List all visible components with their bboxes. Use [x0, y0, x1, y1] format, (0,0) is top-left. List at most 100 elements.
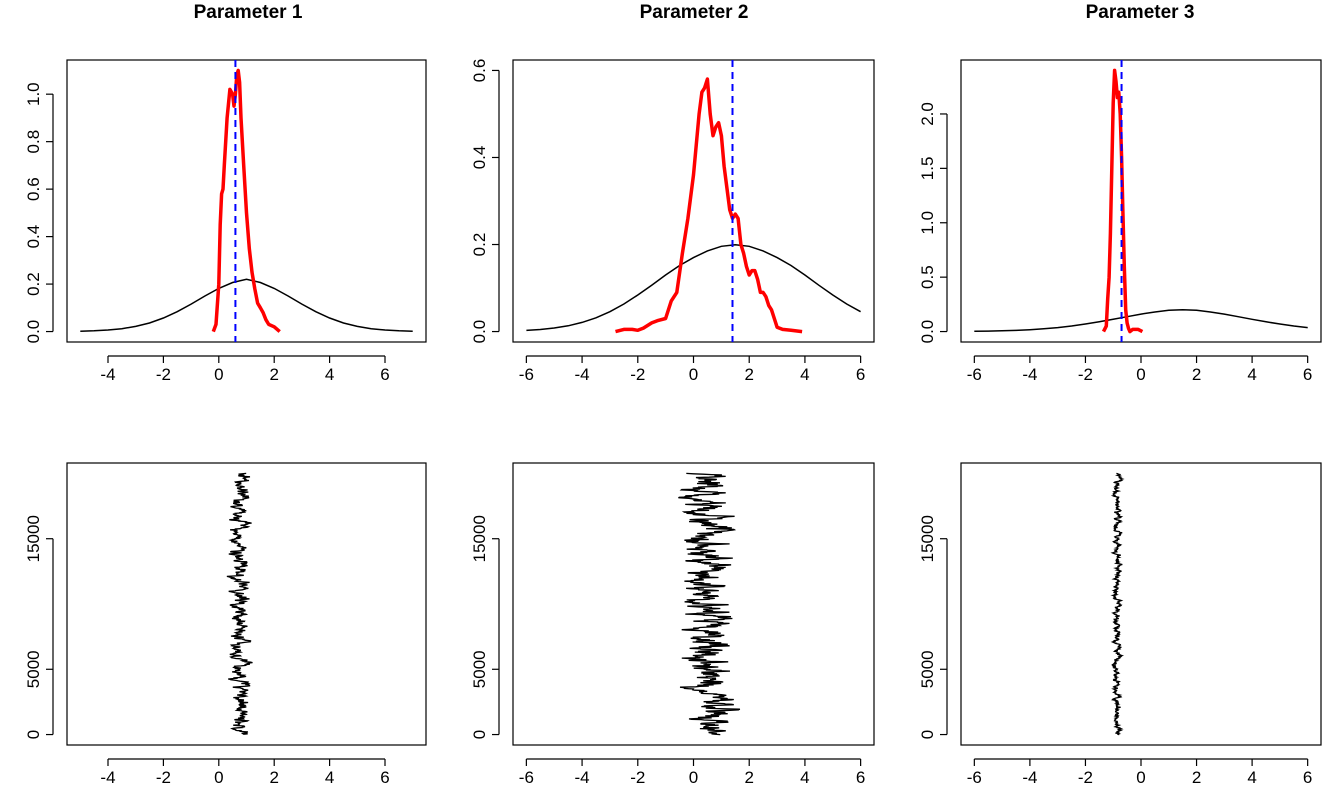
prior-density-line [526, 243, 861, 332]
posterior-density-line [1101, 68, 1144, 334]
x-tick-label: 6 [380, 768, 389, 787]
y-tick-label: 1.5 [918, 157, 937, 181]
x-tick-label: -2 [630, 365, 645, 384]
x-tick-label: 2 [1192, 768, 1201, 787]
x-axis: -6 -4 -2 0 2 4 6 [519, 758, 865, 787]
y-tick-label: 0.4 [470, 146, 489, 170]
x-tick-label: -4 [575, 768, 590, 787]
plot-marks [226, 472, 253, 735]
x-tick-label: 2 [269, 768, 278, 787]
panel-parameter-3-trace: -6 -4 -2 0 2 4 6 0 5000 15000 [918, 462, 1322, 787]
x-tick-label: 0 [214, 365, 223, 384]
y-tick-label: 15000 [24, 515, 43, 562]
posterior-density-line [615, 77, 803, 334]
x-tick-label: 2 [744, 768, 753, 787]
plot-marks [1110, 472, 1125, 736]
prior-density-line [80, 278, 413, 332]
y-axis: 0 5000 15000 [470, 515, 500, 739]
x-tick-label: 6 [1303, 768, 1312, 787]
x-tick-label: -4 [100, 365, 115, 384]
chart-title: Parameter 2 [640, 2, 749, 23]
x-tick-label: 6 [856, 365, 865, 384]
y-axis: 0 5000 15000 [918, 515, 948, 739]
x-tick-label: 4 [800, 768, 809, 787]
x-tick-label: -2 [156, 768, 171, 787]
y-tick-label: 0.0 [470, 320, 489, 344]
y-tick-label: 15000 [918, 515, 937, 562]
panel-parameter-1-density: Parameter 1 -4 -2 0 2 4 6 0.0 0.2 0.4 0.6 0.8 1.0 [24, 2, 427, 384]
x-tick-label: 2 [744, 365, 753, 384]
plot-frame [512, 462, 875, 746]
panel-parameter-2-trace: -6 -4 -2 0 2 4 6 0 5000 15000 [470, 462, 875, 787]
y-axis: 0.0 0.2 0.4 0.6 [470, 59, 500, 344]
x-tick-label: 4 [325, 365, 334, 384]
y-tick-label: 0 [470, 730, 489, 739]
x-tick-label: 0 [214, 768, 223, 787]
y-axis: 0 5000 15000 [24, 515, 54, 739]
y-tick-label: 5000 [24, 650, 43, 688]
plot-marks [526, 60, 861, 342]
x-tick-label: -2 [630, 768, 645, 787]
x-axis: -4 -2 0 2 4 6 [100, 355, 390, 384]
x-tick-label: -4 [1022, 365, 1037, 384]
x-tick-label: -4 [100, 768, 115, 787]
y-tick-label: 0.2 [470, 233, 489, 257]
x-tick-label: 4 [800, 365, 809, 384]
x-tick-label: -2 [156, 365, 171, 384]
x-tick-label: -2 [1078, 768, 1093, 787]
x-tick-label: -6 [519, 365, 534, 384]
plot-frame [66, 462, 427, 746]
x-tick-label: 2 [269, 365, 278, 384]
y-tick-label: 0.6 [24, 177, 43, 201]
y-tick-label: 15000 [470, 515, 489, 562]
x-tick-label: 0 [1136, 365, 1145, 384]
x-tick-label: 0 [689, 365, 698, 384]
x-tick-label: 6 [380, 365, 389, 384]
x-tick-label: 4 [325, 768, 334, 787]
chart-title: Parameter 3 [1086, 2, 1195, 23]
y-tick-label: 0.5 [918, 265, 937, 289]
x-tick-label: -6 [967, 365, 982, 384]
y-tick-label: 1.0 [24, 82, 43, 106]
x-axis: -6 -4 -2 0 2 4 6 [519, 355, 865, 384]
posterior-density-line [211, 68, 281, 333]
y-tick-label: 5000 [470, 650, 489, 688]
y-tick-label: 2.0 [918, 102, 937, 126]
y-tick-label: 0.4 [24, 225, 43, 249]
y-tick-label: 0 [24, 730, 43, 739]
trace-line [678, 472, 741, 736]
y-tick-label: 5000 [918, 650, 937, 688]
trace-line [226, 472, 253, 735]
x-tick-label: 2 [1192, 365, 1201, 384]
y-tick-label: 0.8 [24, 130, 43, 154]
y-tick-label: 0.0 [918, 320, 937, 344]
y-axis: 0.0 0.2 0.4 0.6 0.8 1.0 [24, 82, 54, 344]
plot-frame [960, 59, 1322, 343]
x-tick-label: -4 [1022, 768, 1037, 787]
y-tick-label: 0 [918, 730, 937, 739]
y-tick-label: 0.0 [24, 320, 43, 344]
y-axis: 0.0 0.5 1.0 1.5 2.0 [918, 102, 948, 344]
x-tick-label: 4 [1247, 365, 1256, 384]
trace-line [1110, 472, 1125, 736]
y-tick-label: 0.6 [470, 59, 489, 83]
x-tick-label: -2 [1078, 365, 1093, 384]
y-tick-label: 0.2 [24, 272, 43, 296]
prior-density-line [974, 309, 1308, 333]
plot-marks [80, 60, 413, 342]
y-tick-label: 1.0 [918, 211, 937, 235]
x-tick-label: 0 [1136, 768, 1145, 787]
x-axis: -4 -2 0 2 4 6 [100, 758, 390, 787]
x-tick-label: -6 [519, 768, 534, 787]
x-tick-label: 4 [1247, 768, 1256, 787]
plot-frame [960, 462, 1322, 746]
x-tick-label: 6 [856, 768, 865, 787]
x-axis: -6 -4 -2 0 2 4 6 [967, 355, 1312, 384]
x-axis: -6 -4 -2 0 2 4 6 [967, 758, 1312, 787]
panel-parameter-2-density: Parameter 2 -6 -4 -2 0 2 4 6 0.0 0.2 0.4 0.6 [470, 2, 875, 384]
x-tick-label: -4 [575, 365, 590, 384]
chart-title: Parameter 1 [194, 2, 303, 23]
plot-frame [66, 59, 427, 343]
plot-marks [678, 472, 741, 736]
